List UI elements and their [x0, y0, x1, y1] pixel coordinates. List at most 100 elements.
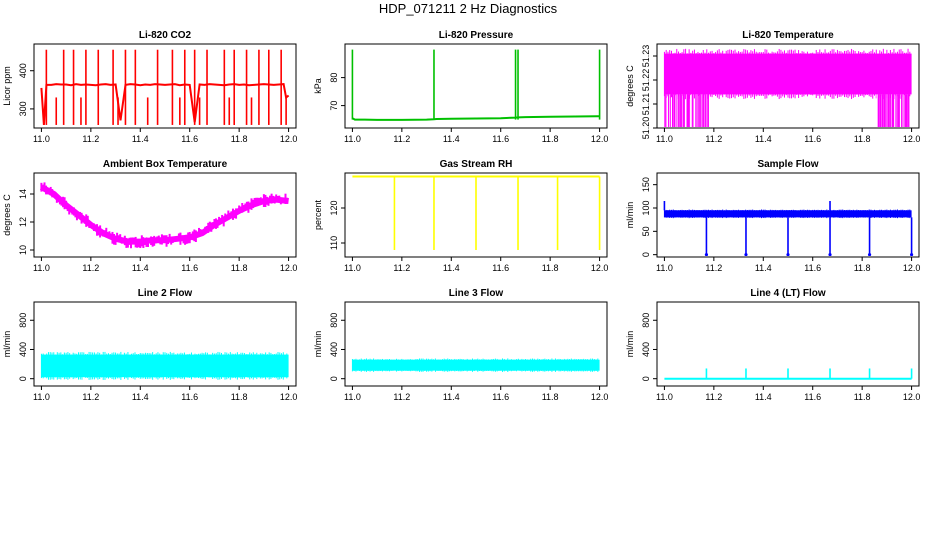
x-tick-label: 12.0 — [591, 134, 609, 144]
series-point — [704, 253, 709, 256]
series-line — [351, 115, 600, 121]
y-axis-label: degrees C — [2, 194, 12, 236]
data-layer — [39, 182, 289, 249]
y-tick-label: 0 — [18, 376, 28, 381]
x-tick-label: 11.0 — [656, 392, 673, 402]
y-tick-label: 800 — [641, 313, 651, 328]
y-tick-label: 400 — [641, 342, 651, 357]
series-point — [909, 253, 914, 256]
x-tick-label: 11.8 — [854, 134, 871, 144]
chart-panel: Sample Flow ml/min 11.0 11.2 11.4 11.6 11.8 12.… — [625, 159, 920, 273]
y-axis-label: ml/min — [625, 331, 635, 358]
x-tick-label: 11.2 — [393, 134, 410, 144]
y-tick-label: 400 — [18, 63, 28, 78]
data-layer — [352, 175, 601, 250]
chart-panel: Ambient Box Temperature degrees C 11.0 11.2… — [2, 159, 297, 273]
y-tick-label: 12 — [18, 217, 28, 227]
y-axis-label: ml/min — [625, 202, 635, 229]
x-tick-label: 11.6 — [181, 392, 198, 402]
series-point — [786, 253, 790, 256]
chart-title: Line 3 Flow — [449, 288, 504, 299]
x-tick-label: 11.2 — [393, 263, 410, 273]
x-tick-label: 12.0 — [280, 134, 298, 144]
y-axis-label: kPa — [313, 78, 323, 94]
x-tick-label: 11.6 — [492, 392, 509, 402]
y-tick-label: 70 — [329, 101, 339, 111]
y-tick-label: 120 — [329, 200, 339, 215]
y-tick-label: 14 — [18, 189, 28, 199]
x-tick-label: 11.8 — [542, 392, 559, 402]
y-tick-label: 300 — [18, 101, 28, 116]
chart-title: Sample Flow — [757, 159, 818, 170]
x-tick-label: 11.8 — [542, 134, 559, 144]
x-tick-label: 11.2 — [705, 134, 722, 144]
x-tick-label: 12.0 — [280, 263, 298, 273]
y-tick-label: 0 — [641, 252, 651, 257]
y-tick-label: 0 — [641, 376, 651, 381]
chart-panel: Li-820 Pressure kPa 11.0 11.2 11.4 11.6 11.8 12… — [313, 30, 608, 144]
x-tick-label: 11.0 — [656, 134, 673, 144]
data-layer — [663, 201, 914, 256]
page-title: HDP_071211 2 Hz Diagnostics — [378, 1, 558, 16]
x-tick-label: 11.0 — [33, 263, 50, 273]
y-tick-label: 0 — [329, 376, 339, 381]
chart-title: Li-820 Temperature — [742, 30, 834, 41]
y-axis-label: degrees C — [625, 65, 635, 107]
x-tick-label: 11.8 — [231, 392, 248, 402]
x-tick-label: 12.0 — [280, 392, 298, 402]
x-tick-label: 11.2 — [82, 134, 99, 144]
chart-panel: Line 2 Flow ml/min 11.0 11.2 11.4 11.6 11.8 12.… — [2, 288, 297, 402]
x-tick-label: 11.4 — [755, 392, 772, 402]
y-tick-label: 51.20 — [641, 117, 651, 140]
plot-frame — [656, 172, 920, 258]
x-tick-label: 11.4 — [443, 263, 460, 273]
data-layer — [663, 48, 912, 127]
x-tick-label: 11.6 — [492, 263, 509, 273]
plot-frame — [656, 43, 920, 129]
plot-frame — [656, 301, 920, 387]
chart-title: Li-820 CO2 — [139, 30, 192, 41]
x-tick-label: 11.6 — [181, 134, 198, 144]
x-tick-label: 12.0 — [591, 392, 609, 402]
plot-frame — [33, 301, 297, 387]
x-tick-label: 12.0 — [903, 392, 921, 402]
data-layer — [351, 49, 601, 121]
y-tick-label: 10 — [18, 245, 28, 255]
x-tick-label: 11.2 — [705, 263, 722, 273]
x-tick-label: 11.2 — [82, 263, 99, 273]
x-tick-label: 11.6 — [804, 134, 821, 144]
plot-frame — [344, 172, 608, 258]
series-line — [40, 83, 290, 125]
data-layer — [664, 368, 913, 380]
x-tick-label: 11.0 — [344, 263, 361, 273]
x-tick-label: 11.4 — [755, 263, 772, 273]
chart-panel: Line 3 Flow ml/min 11.0 11.2 11.4 11.6 11.8 12.… — [313, 288, 608, 402]
x-tick-label: 11.4 — [755, 134, 772, 144]
series-point — [867, 253, 872, 256]
x-tick-label: 11.4 — [132, 392, 149, 402]
y-tick-label: 51.22 — [641, 69, 651, 92]
y-tick-label: 400 — [18, 342, 28, 357]
x-tick-label: 11.2 — [82, 392, 99, 402]
x-tick-label: 11.0 — [33, 134, 50, 144]
x-tick-label: 11.6 — [804, 392, 821, 402]
x-tick-label: 12.0 — [591, 263, 609, 273]
x-tick-label: 11.2 — [393, 392, 410, 402]
y-axis-label: ml/min — [313, 331, 323, 358]
data-layer — [351, 358, 600, 375]
plot-frame — [344, 301, 608, 387]
x-tick-label: 11.0 — [344, 392, 361, 402]
y-tick-label: 400 — [329, 342, 339, 357]
y-tick-label: 100 — [641, 200, 651, 215]
series-line — [39, 184, 289, 245]
y-tick-label: 800 — [18, 313, 28, 328]
chart-title: Gas Stream RH — [440, 159, 513, 170]
x-tick-label: 11.0 — [656, 263, 673, 273]
y-tick-label: 80 — [329, 73, 339, 83]
y-axis-label: ml/min — [2, 331, 12, 358]
x-tick-label: 11.4 — [132, 263, 149, 273]
x-tick-label: 11.4 — [132, 134, 149, 144]
chart-panel: Li-820 CO2 Licor ppm 11.0 11.2 11.4 11.6 11.8 1… — [2, 30, 297, 144]
data-layer — [40, 351, 289, 382]
